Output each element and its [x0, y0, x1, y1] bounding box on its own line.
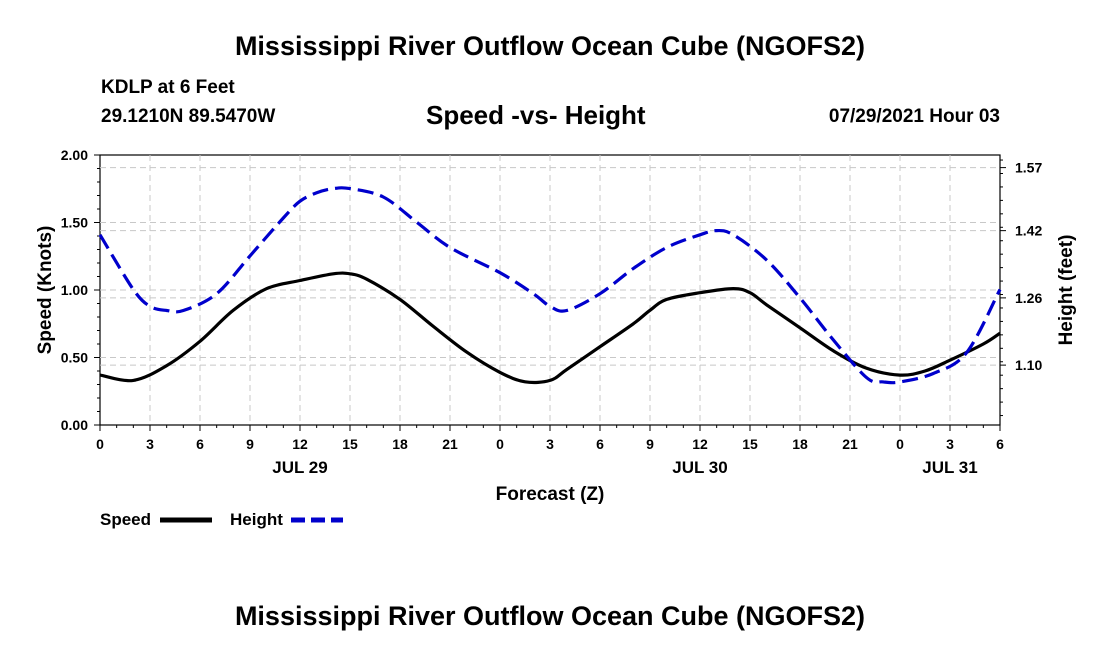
- y2-axis-label: Height (feet): [1056, 235, 1077, 346]
- x-tick-label: 6: [596, 436, 604, 452]
- axis-ticks: [94, 154, 1006, 431]
- grid-lines: [100, 155, 1000, 425]
- speed-series-line: [99, 271, 1001, 385]
- x-tick-label: 3: [146, 436, 154, 452]
- y2-tick-label: 1.26: [1015, 290, 1042, 306]
- date-label: JUL 30: [672, 458, 727, 477]
- x-tick-label: 0: [96, 436, 104, 452]
- x-tick-label: 18: [792, 436, 808, 452]
- date-label: JUL 29: [272, 458, 327, 477]
- station-label: KDLP at 6 Feet: [101, 77, 235, 98]
- forecast-datetime: 07/29/2021 Hour 03: [828, 106, 1000, 127]
- x-tick-label: 3: [546, 436, 554, 452]
- x-tick-label: 21: [442, 436, 458, 452]
- legend-speed-label: Speed: [100, 510, 151, 529]
- x-tick-label: 3: [946, 436, 954, 452]
- legend-height-label: Height: [230, 510, 283, 529]
- x-tick-label: 15: [342, 436, 358, 452]
- y-axis-label: Speed (Knots): [35, 226, 56, 355]
- y2-tick-label: 1.42: [1015, 223, 1042, 239]
- x-tick-label: 21: [842, 436, 858, 452]
- x-tick-label: 15: [742, 436, 758, 452]
- footer-title: Mississippi River Outflow Ocean Cube (NG…: [234, 601, 866, 631]
- speed-height-chart: 0 3 6 9 12 15 18 21 0 3 6 9 12 15 18 21 0 3 6 0.00 0.50 1.00 1…: [35, 147, 1077, 529]
- x-tick-label: 0: [896, 436, 904, 452]
- x-tick-label: 9: [646, 436, 654, 452]
- y-tick-label: 2.00: [61, 147, 88, 163]
- y-tick-label: 1.50: [61, 215, 88, 231]
- legend: Speed Height: [100, 510, 343, 529]
- x-tick-label: 6: [196, 436, 204, 452]
- y-tick-label: 0.50: [61, 350, 88, 366]
- station-coordinates: 29.1210N 89.5470W: [101, 106, 276, 127]
- series-lines: [98, 186, 1002, 385]
- y-tick-label: 0.00: [61, 417, 88, 433]
- y-tick-label: 1.00: [61, 282, 88, 298]
- x-tick-label: 6: [996, 436, 1004, 452]
- y2-tick-label: 1.57: [1015, 160, 1042, 176]
- x-tick-label: 12: [292, 436, 308, 452]
- x-tick-label: 18: [392, 436, 408, 452]
- y2-tick-label: 1.10: [1015, 357, 1042, 373]
- chart-title: Speed -vs- Height: [426, 100, 646, 130]
- tick-labels: 0 3 6 9 12 15 18 21 0 3 6 9 12 15 18 21 0 3 6 0.00 0.50 1.00 1…: [61, 147, 1043, 477]
- x-tick-label: 9: [246, 436, 254, 452]
- height-series-line: [98, 186, 1002, 385]
- x-axis-label: Forecast (Z): [496, 484, 605, 505]
- date-label: JUL 31: [922, 458, 977, 477]
- x-tick-label: 0: [496, 436, 504, 452]
- x-tick-label: 12: [692, 436, 708, 452]
- page-title: Mississippi River Outflow Ocean Cube (NG…: [234, 31, 866, 61]
